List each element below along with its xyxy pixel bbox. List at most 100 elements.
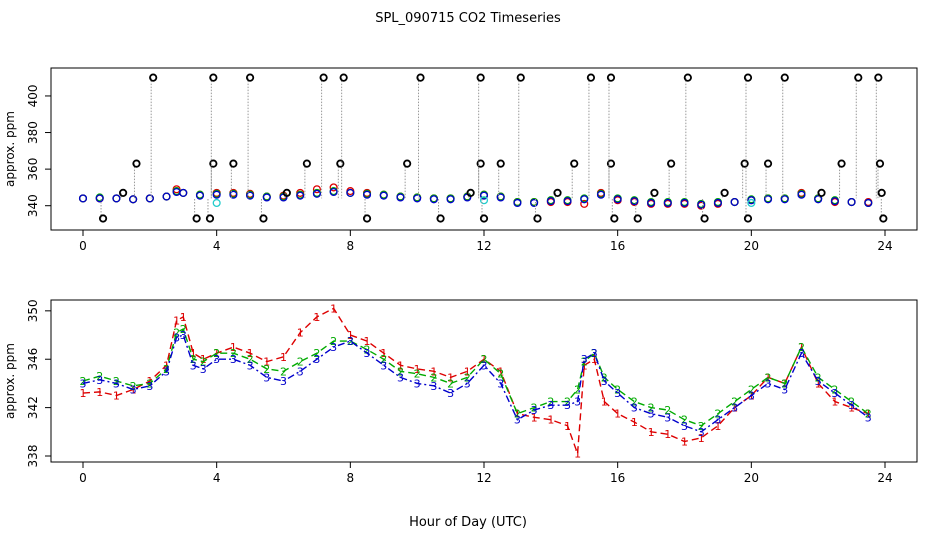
point-label: 1 (601, 396, 608, 409)
data-point (259, 214, 268, 223)
point-label: 2 (648, 402, 655, 415)
point-label: 3 (581, 353, 588, 366)
data-point (763, 195, 773, 204)
point-label: 2 (397, 365, 404, 378)
data-point (479, 191, 489, 200)
point-label: 2 (564, 396, 571, 409)
point-label: 1 (664, 428, 671, 441)
point-label: 2 (547, 396, 554, 409)
series-line (82, 327, 869, 427)
point-label: 3 (815, 375, 822, 388)
point-label: 1 (698, 432, 705, 445)
data-point (743, 214, 753, 223)
data-point (346, 188, 355, 197)
point-label: 1 (213, 347, 220, 360)
point-label: 3 (765, 377, 772, 390)
data-point (606, 159, 616, 168)
point-label: 1 (798, 341, 805, 354)
point-label: 3 (347, 335, 354, 348)
point-label: 2 (781, 377, 788, 390)
point-label: 1 (247, 347, 254, 360)
point-label: 2 (380, 353, 387, 366)
top-panel: 0 4 8 12 16 20 24 340 360 380 400 approx. ppm (3, 67, 918, 253)
point-label: 3 (180, 329, 187, 342)
point-label: 1 (547, 414, 554, 427)
data-point (683, 73, 692, 82)
point-label: 1 (648, 426, 655, 439)
data-point (132, 159, 141, 168)
x-tick-label: 24 (877, 471, 892, 485)
data-point (854, 73, 863, 82)
data-point (336, 159, 345, 168)
data-point (496, 193, 505, 202)
point-label: 3 (574, 396, 581, 409)
y-tick-label: 340 (26, 194, 40, 217)
point-label: 1 (80, 387, 87, 400)
point-label: 2 (263, 363, 270, 376)
point-label: 2 (330, 335, 337, 348)
point-label: 1 (447, 371, 454, 384)
point-label: 3 (146, 380, 153, 393)
point-label: 2 (113, 375, 120, 388)
point-label: 1 (564, 420, 571, 433)
point-label: 2 (698, 420, 705, 433)
point-label: 2 (601, 371, 608, 384)
data-point (413, 194, 422, 203)
data-point (747, 198, 756, 208)
point-label: 1 (347, 329, 354, 342)
y-tick-label: 380 (26, 121, 40, 144)
x-tick-label: 16 (610, 239, 625, 253)
point-label: 1 (200, 353, 207, 366)
data-point (98, 214, 108, 223)
point-label: 3 (464, 377, 471, 390)
point-label: 1 (414, 363, 421, 376)
point-label: 1 (514, 408, 521, 421)
data-point (663, 198, 672, 208)
point-label: 3 (798, 347, 805, 360)
point-label: 1 (531, 411, 538, 424)
data-point (229, 190, 238, 199)
point-label: 3 (430, 380, 437, 393)
data-point (586, 73, 596, 82)
data-point (553, 188, 562, 198)
data-point (747, 196, 756, 205)
data-point (700, 214, 709, 223)
point-label: 1 (714, 420, 721, 433)
data-point (630, 197, 639, 206)
y-axis-label: approx. ppm (3, 343, 17, 419)
point-label: 2 (765, 371, 772, 384)
y-tick-label: 342 (26, 396, 40, 419)
point-label: 3 (831, 387, 838, 400)
data-point (680, 198, 689, 208)
data-point (697, 200, 706, 209)
data-point (339, 73, 348, 82)
data-point (246, 191, 255, 200)
x-tick-label: 24 (877, 239, 892, 253)
data-point (740, 159, 749, 168)
point-label: 3 (631, 402, 638, 415)
point-label: 2 (130, 380, 137, 393)
point-label: 2 (514, 408, 521, 421)
point-label: 3 (130, 383, 137, 396)
data-point (606, 73, 616, 82)
data-point (530, 198, 539, 208)
point-label: 2 (464, 371, 471, 384)
data-point (282, 188, 291, 198)
point-label: 2 (80, 375, 87, 388)
point-label: 1 (297, 327, 304, 340)
point-label: 3 (531, 404, 538, 417)
point-label: 2 (748, 383, 755, 396)
x-tick-label: 8 (347, 239, 355, 253)
point-label: 2 (247, 353, 254, 366)
data-point (847, 197, 856, 207)
data-point (209, 73, 218, 82)
x-tick-label: 12 (476, 239, 491, 253)
data-point (610, 214, 619, 223)
data-point (429, 195, 438, 204)
point-label: 2 (574, 383, 581, 396)
point-label: 2 (414, 368, 421, 381)
data-point (667, 159, 676, 168)
data-point (78, 194, 88, 203)
